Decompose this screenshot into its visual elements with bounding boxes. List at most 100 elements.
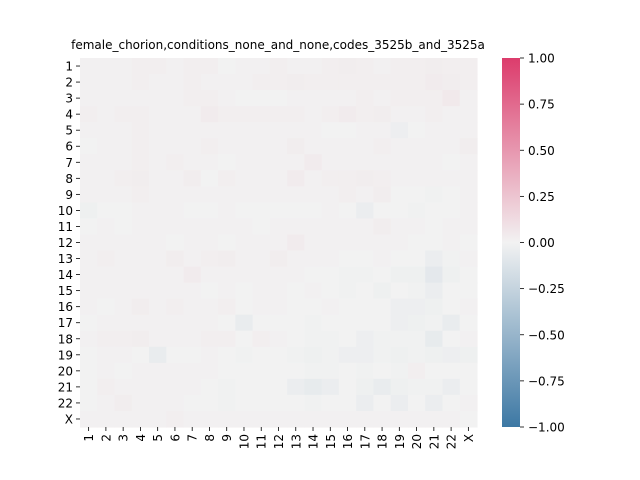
heatmap-cell xyxy=(80,362,98,380)
heatmap-cell xyxy=(356,378,375,396)
heatmap-cell xyxy=(114,378,133,396)
heatmap-cell xyxy=(80,154,98,171)
heatmap-cell xyxy=(97,122,116,139)
heatmap-cell xyxy=(252,314,271,332)
heatmap-cell xyxy=(200,394,219,412)
heatmap-cell xyxy=(304,106,323,123)
heatmap-cell xyxy=(321,282,340,300)
heatmap-cell xyxy=(390,330,409,348)
column-tick-label: 14 xyxy=(307,434,321,449)
heatmap-cell xyxy=(407,346,426,364)
row-tick-label: 1 xyxy=(65,60,73,74)
heatmap-cell xyxy=(80,106,98,123)
heatmap-cell xyxy=(80,266,98,284)
heatmap-cell xyxy=(166,170,185,187)
heatmap-cell xyxy=(218,106,236,123)
heatmap-cell xyxy=(304,234,323,252)
heatmap-cell xyxy=(218,362,236,380)
heatmap-cell xyxy=(442,74,461,91)
heatmap-cell xyxy=(235,250,254,268)
heatmap-cell xyxy=(356,410,375,428)
row-tick-label: X xyxy=(65,412,73,426)
heatmap-cell xyxy=(287,298,305,316)
heatmap-cell xyxy=(459,234,478,252)
heatmap-cell xyxy=(287,106,305,123)
heatmap-cell xyxy=(321,202,340,220)
heatmap-cell xyxy=(235,410,254,428)
heatmap-cell xyxy=(183,394,202,412)
heatmap-cell xyxy=(252,250,271,268)
heatmap-cell xyxy=(235,90,254,107)
heatmap-cell xyxy=(338,234,357,252)
heatmap-cell xyxy=(373,234,392,252)
heatmap-cell xyxy=(269,58,288,75)
heatmap-cell xyxy=(304,202,323,220)
heatmap-cell xyxy=(80,330,98,348)
heatmap-cell xyxy=(235,266,254,284)
heatmap-cell xyxy=(304,410,323,428)
column-tick-label: 5 xyxy=(151,434,165,442)
heatmap-cell xyxy=(131,282,150,300)
heatmap-cell xyxy=(338,202,357,220)
heatmap-cell xyxy=(218,410,236,428)
heatmap-cell xyxy=(200,218,219,236)
heatmap-cell xyxy=(321,362,340,380)
heatmap-cell xyxy=(114,74,133,91)
column-tick-label: 3 xyxy=(117,434,131,442)
heatmap-cell xyxy=(269,330,288,348)
heatmap-cell xyxy=(183,90,202,107)
heatmap-cell xyxy=(425,314,444,332)
heatmap-cell xyxy=(407,122,426,139)
heatmap-cell xyxy=(269,234,288,252)
heatmap-cell xyxy=(287,138,305,155)
heatmap-cell xyxy=(149,122,167,139)
heatmap-cell xyxy=(183,202,202,220)
heatmap-cell xyxy=(235,330,254,348)
heatmap-cell xyxy=(166,394,185,412)
heatmap-cell xyxy=(200,298,219,316)
heatmap-cell xyxy=(459,314,478,332)
row-tick-label: 13 xyxy=(58,252,73,266)
heatmap-cell xyxy=(442,378,461,396)
heatmap-cell xyxy=(356,186,375,203)
heatmap-cell xyxy=(442,154,461,171)
heatmap-cell xyxy=(304,346,323,364)
column-tick-label: 11 xyxy=(255,434,269,449)
heatmap-cell xyxy=(390,282,409,300)
heatmap-cell xyxy=(390,90,409,107)
heatmap-cell xyxy=(459,138,478,155)
heatmap-cell xyxy=(407,74,426,91)
heatmap-cell xyxy=(356,394,375,412)
column-tick-label: 6 xyxy=(168,434,182,442)
heatmap-cell xyxy=(321,218,340,236)
heatmap-cell xyxy=(356,170,375,187)
heatmap-cell xyxy=(407,138,426,155)
colorbar-tick-label: −0.75 xyxy=(528,374,565,388)
heatmap-cell xyxy=(166,314,185,332)
heatmap-cell xyxy=(269,90,288,107)
heatmap-cell xyxy=(390,218,409,236)
column-tick-label: 22 xyxy=(445,434,459,449)
heatmap-cell xyxy=(459,410,478,428)
heatmap-cell xyxy=(269,298,288,316)
column-tick-label: 18 xyxy=(376,434,390,449)
heatmap-cell xyxy=(425,138,444,155)
heatmap-cell xyxy=(166,250,185,268)
heatmap-cell xyxy=(80,298,98,316)
heatmap-cell xyxy=(321,106,340,123)
heatmap-cell xyxy=(459,298,478,316)
heatmap-cell xyxy=(321,298,340,316)
heatmap-cell xyxy=(425,250,444,268)
heatmap-cell xyxy=(442,394,461,412)
heatmap-cell xyxy=(356,138,375,155)
heatmap-cell xyxy=(131,138,150,155)
heatmap-cell xyxy=(407,410,426,428)
heatmap-cell xyxy=(80,250,98,268)
heatmap-cell xyxy=(235,154,254,171)
heatmap-cell xyxy=(287,410,305,428)
heatmap-cell xyxy=(114,186,133,203)
colorbar-tick-label: −1.00 xyxy=(528,421,565,435)
row-tick-label: 2 xyxy=(65,76,73,90)
heatmap-cell xyxy=(321,74,340,91)
heatmap-cell xyxy=(166,106,185,123)
